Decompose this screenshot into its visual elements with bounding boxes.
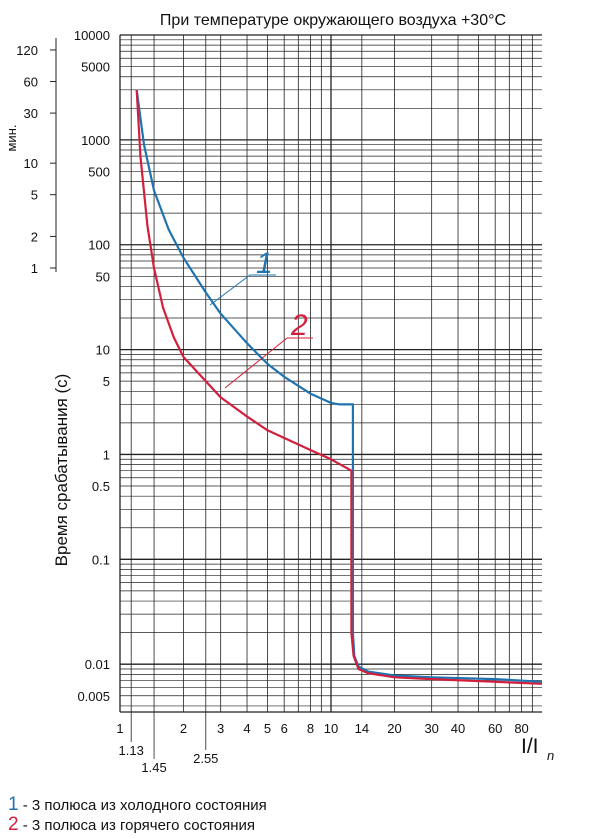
x-axis-label-subscript: n xyxy=(547,748,554,763)
x-tick-label: 10 xyxy=(324,721,338,736)
y-tick-labels: 10000 5000 1000 500 100 50 10 5 1 0.5 0.1 0.01 0.005 xyxy=(74,28,110,704)
y-tick-label: 10 xyxy=(96,343,110,358)
minutes-axis: 120 60 30 10 5 2 1 xyxy=(16,38,57,276)
callout-label-1: 1 xyxy=(256,247,273,280)
minutes-tick-label: 2 xyxy=(31,229,38,244)
callouts: 12 xyxy=(209,247,313,389)
x-tick-label: 80 xyxy=(514,721,528,736)
x-tick-label: 40 xyxy=(451,721,465,736)
minutes-tick-label: 1 xyxy=(31,261,38,276)
callout-leader-1 xyxy=(209,274,276,306)
series-line-2 xyxy=(135,89,543,685)
x-tick-labels: 1 2 3 4 5 6 8 10 14 20 30 40 60 80 1.13 1.45 2.55 xyxy=(116,712,529,775)
series-line-1 xyxy=(135,89,543,683)
x-tick-label: 30 xyxy=(424,721,438,736)
legend-item-1: 1 - 3 полюса из холодного состояния xyxy=(8,794,267,816)
chart: 10000 5000 1000 500 100 50 10 5 1 0.5 0.1 0.01 0.005… xyxy=(4,12,554,775)
callout-leader-2 xyxy=(224,337,313,389)
minutes-axis-label: мин. xyxy=(4,125,19,152)
x-tick-label-extra: 1.45 xyxy=(141,760,166,775)
y-tick-label: 5000 xyxy=(81,60,110,75)
minutes-tick-label: 5 xyxy=(31,188,38,203)
y-tick-label: 5 xyxy=(103,374,110,389)
y-tick-label: 0.01 xyxy=(85,657,110,672)
x-axis-label: I/I xyxy=(521,735,539,758)
x-tick-label: 3 xyxy=(217,721,224,736)
x-tick-label: 60 xyxy=(488,721,502,736)
minutes-tick-label: 30 xyxy=(24,106,38,121)
y-tick-label: 0.005 xyxy=(77,689,110,704)
x-tick-label: 2 xyxy=(180,721,187,736)
x-tick-label: 8 xyxy=(307,721,314,736)
minutes-tick-label: 120 xyxy=(16,43,38,58)
x-tick-label: 1 xyxy=(116,721,123,736)
legend-number-2: 2 xyxy=(8,814,19,835)
y-tick-label: 500 xyxy=(88,164,110,179)
x-tick-label-extra: 2.55 xyxy=(193,751,218,766)
y-tick-label: 0.1 xyxy=(92,552,110,567)
legend-text-2: - 3 полюса из горячего состояния xyxy=(18,817,256,834)
x-tick-label-extra: 1.13 xyxy=(119,743,144,758)
y-tick-label: 0.5 xyxy=(92,479,110,494)
minutes-tick-label: 60 xyxy=(24,75,38,90)
y-tick-label: 1000 xyxy=(81,133,110,148)
legend-text-1: - 3 полюса из холодного состояния xyxy=(18,797,267,814)
x-tick-label: 14 xyxy=(355,721,369,736)
x-tick-label: 5 xyxy=(264,721,271,736)
minutes-tick-label: 10 xyxy=(24,156,38,171)
y-tick-label: 100 xyxy=(88,238,110,253)
callout-label-2: 2 xyxy=(290,309,308,342)
legend-number-1: 1 xyxy=(8,794,19,815)
chart-title: При температуре окружающего воздуха +30°… xyxy=(160,12,506,29)
y-tick-label: 10000 xyxy=(74,28,110,43)
x-tick-label: 4 xyxy=(243,721,250,736)
y-tick-label: 1 xyxy=(103,447,110,462)
series-lines xyxy=(135,89,543,685)
x-tick-label: 6 xyxy=(281,721,288,736)
x-axis-label-main: I/I xyxy=(521,735,539,758)
major-grid xyxy=(119,34,542,713)
x-tick-label: 20 xyxy=(387,721,401,736)
legend-item-2: 2 - 3 полюса из горячего состояния xyxy=(8,814,255,836)
y-axis-label: Время срабатывания (с) xyxy=(52,374,71,567)
y-tick-label: 50 xyxy=(96,269,110,284)
